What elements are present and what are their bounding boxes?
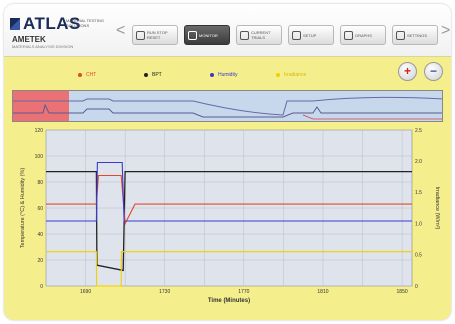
y-tick-label: 0 <box>40 284 43 290</box>
settings-button[interactable]: SETTINGS <box>392 25 438 45</box>
x-tick-label: 1770 <box>238 289 249 295</box>
y2-tick-label: 2.0 <box>415 159 422 165</box>
ametek-logo: AMETEK <box>12 35 46 44</box>
chart-svg: 1690 1730 1770 1810 1850 0 20 40 60 80 100 120 0 0.5 1… <box>20 128 440 304</box>
timeline-overview[interactable] <box>12 90 443 122</box>
prev-arrow-icon[interactable]: < <box>116 22 126 39</box>
legend-item-cht[interactable]: CHT <box>78 72 96 78</box>
monitor-button[interactable]: MONITOR <box>184 25 230 45</box>
legend-label-irradiance: Irradiance <box>284 72 307 78</box>
y-tick-label: 40 <box>37 232 43 238</box>
y-tick-label: 60 <box>37 206 43 212</box>
header-bar: ATLAS MATERIAL TESTING SOLUTIONS AMETEK … <box>4 4 451 57</box>
series-humidity <box>46 161 412 222</box>
y2-tick-label: 0.5 <box>415 253 422 259</box>
graphs-button[interactable]: GRAPHS <box>340 25 386 45</box>
logo-tagline: MATERIAL TESTING SOLUTIONS <box>66 18 104 28</box>
legend-label-humidity: Humidity <box>218 72 238 78</box>
trend-chart: 1690 1730 1770 1810 1850 0 20 40 60 80 100 120 0 0.5 1… <box>12 128 443 306</box>
company-logo: ATLAS MATERIAL TESTING SOLUTIONS AMETEK … <box>10 14 106 50</box>
y2-tick-label: 1.0 <box>415 221 422 227</box>
legend-item-bpt[interactable]: BPT <box>144 72 162 78</box>
atlas-mark-icon <box>10 18 20 30</box>
current-trials-button[interactable]: CURRENT TRIALS <box>236 25 282 45</box>
atlas-logo-text: ATLAS <box>23 14 81 33</box>
x-tick-label: 1810 <box>317 289 328 295</box>
zoom-in-icon[interactable]: + <box>398 62 417 81</box>
run-stop-reset-label: RUN STOP RESET <box>147 30 168 40</box>
legend-dot-irradiance <box>276 73 280 77</box>
monitor-label: MONITOR <box>199 32 218 38</box>
graphs-label: GRAPHS <box>355 32 372 38</box>
overview-red-trace <box>302 114 442 120</box>
settings-label: SETTINGS <box>407 32 428 38</box>
next-arrow-icon[interactable]: > <box>441 22 451 39</box>
trials-icon <box>240 30 249 40</box>
overview-lower-trace <box>13 103 442 118</box>
setup-button[interactable]: SETUP <box>288 25 334 45</box>
x-tick-label: 1690 <box>80 289 91 295</box>
y-tick-label: 120 <box>35 128 44 134</box>
x-axis-label: Time (Minutes) <box>208 298 250 304</box>
y2-axis-label: Irradiance (W/m²) <box>434 187 440 230</box>
zoom-out-icon[interactable]: − <box>424 62 443 81</box>
gear-icon <box>396 30 405 40</box>
x-tick-label: 1850 <box>397 289 408 295</box>
graph-icon <box>344 30 353 40</box>
chart-series <box>46 161 412 287</box>
monitor-icon <box>188 30 197 40</box>
atlas-logo: ATLAS <box>10 14 81 34</box>
setup-label: SETUP <box>303 32 317 38</box>
y2-tick-label: 0 <box>415 284 418 290</box>
y-tick-label: 100 <box>35 154 44 160</box>
y-tick-label: 80 <box>37 180 43 186</box>
legend-label-bpt: BPT <box>152 72 162 78</box>
overview-selection[interactable] <box>13 91 69 122</box>
y2-tick-label: 2.5 <box>415 128 422 134</box>
overview-svg <box>13 91 442 122</box>
legend-dot-humidity <box>210 73 214 77</box>
y-axis-label: Temperature (°C) & Humidity (%) <box>20 168 26 249</box>
series-cht <box>46 174 412 226</box>
series-irradiance <box>46 251 412 287</box>
monitor-screen: ATLAS MATERIAL TESTING SOLUTIONS AMETEK … <box>4 4 451 320</box>
run-stop-reset-button[interactable]: RUN STOP RESET <box>132 25 178 45</box>
legend-item-humidity[interactable]: Humidity <box>210 72 237 78</box>
y-tick-label: 20 <box>37 258 43 264</box>
overview-upper-trace <box>13 96 442 116</box>
play-icon <box>136 30 145 40</box>
legend-dot-bpt <box>144 73 148 77</box>
ametek-subtitle: MATERIALS ANALYSIS DIVISION <box>12 44 74 49</box>
chart-ticks: 1690 1730 1770 1810 1850 0 20 40 60 80 100 120 0 0.5 1… <box>35 128 423 295</box>
setup-icon <box>292 30 301 40</box>
current-trials-label: CURRENT TRIALS <box>251 30 271 40</box>
legend-label-cht: CHT <box>86 72 97 78</box>
legend-item-irradiance[interactable]: Irradiance <box>276 72 306 78</box>
chart-legend: CHT BPT Humidity Irradiance <box>4 72 451 82</box>
legend-dot-cht <box>78 73 82 77</box>
x-tick-label: 1730 <box>159 289 170 295</box>
y2-tick-label: 1.5 <box>415 190 422 196</box>
